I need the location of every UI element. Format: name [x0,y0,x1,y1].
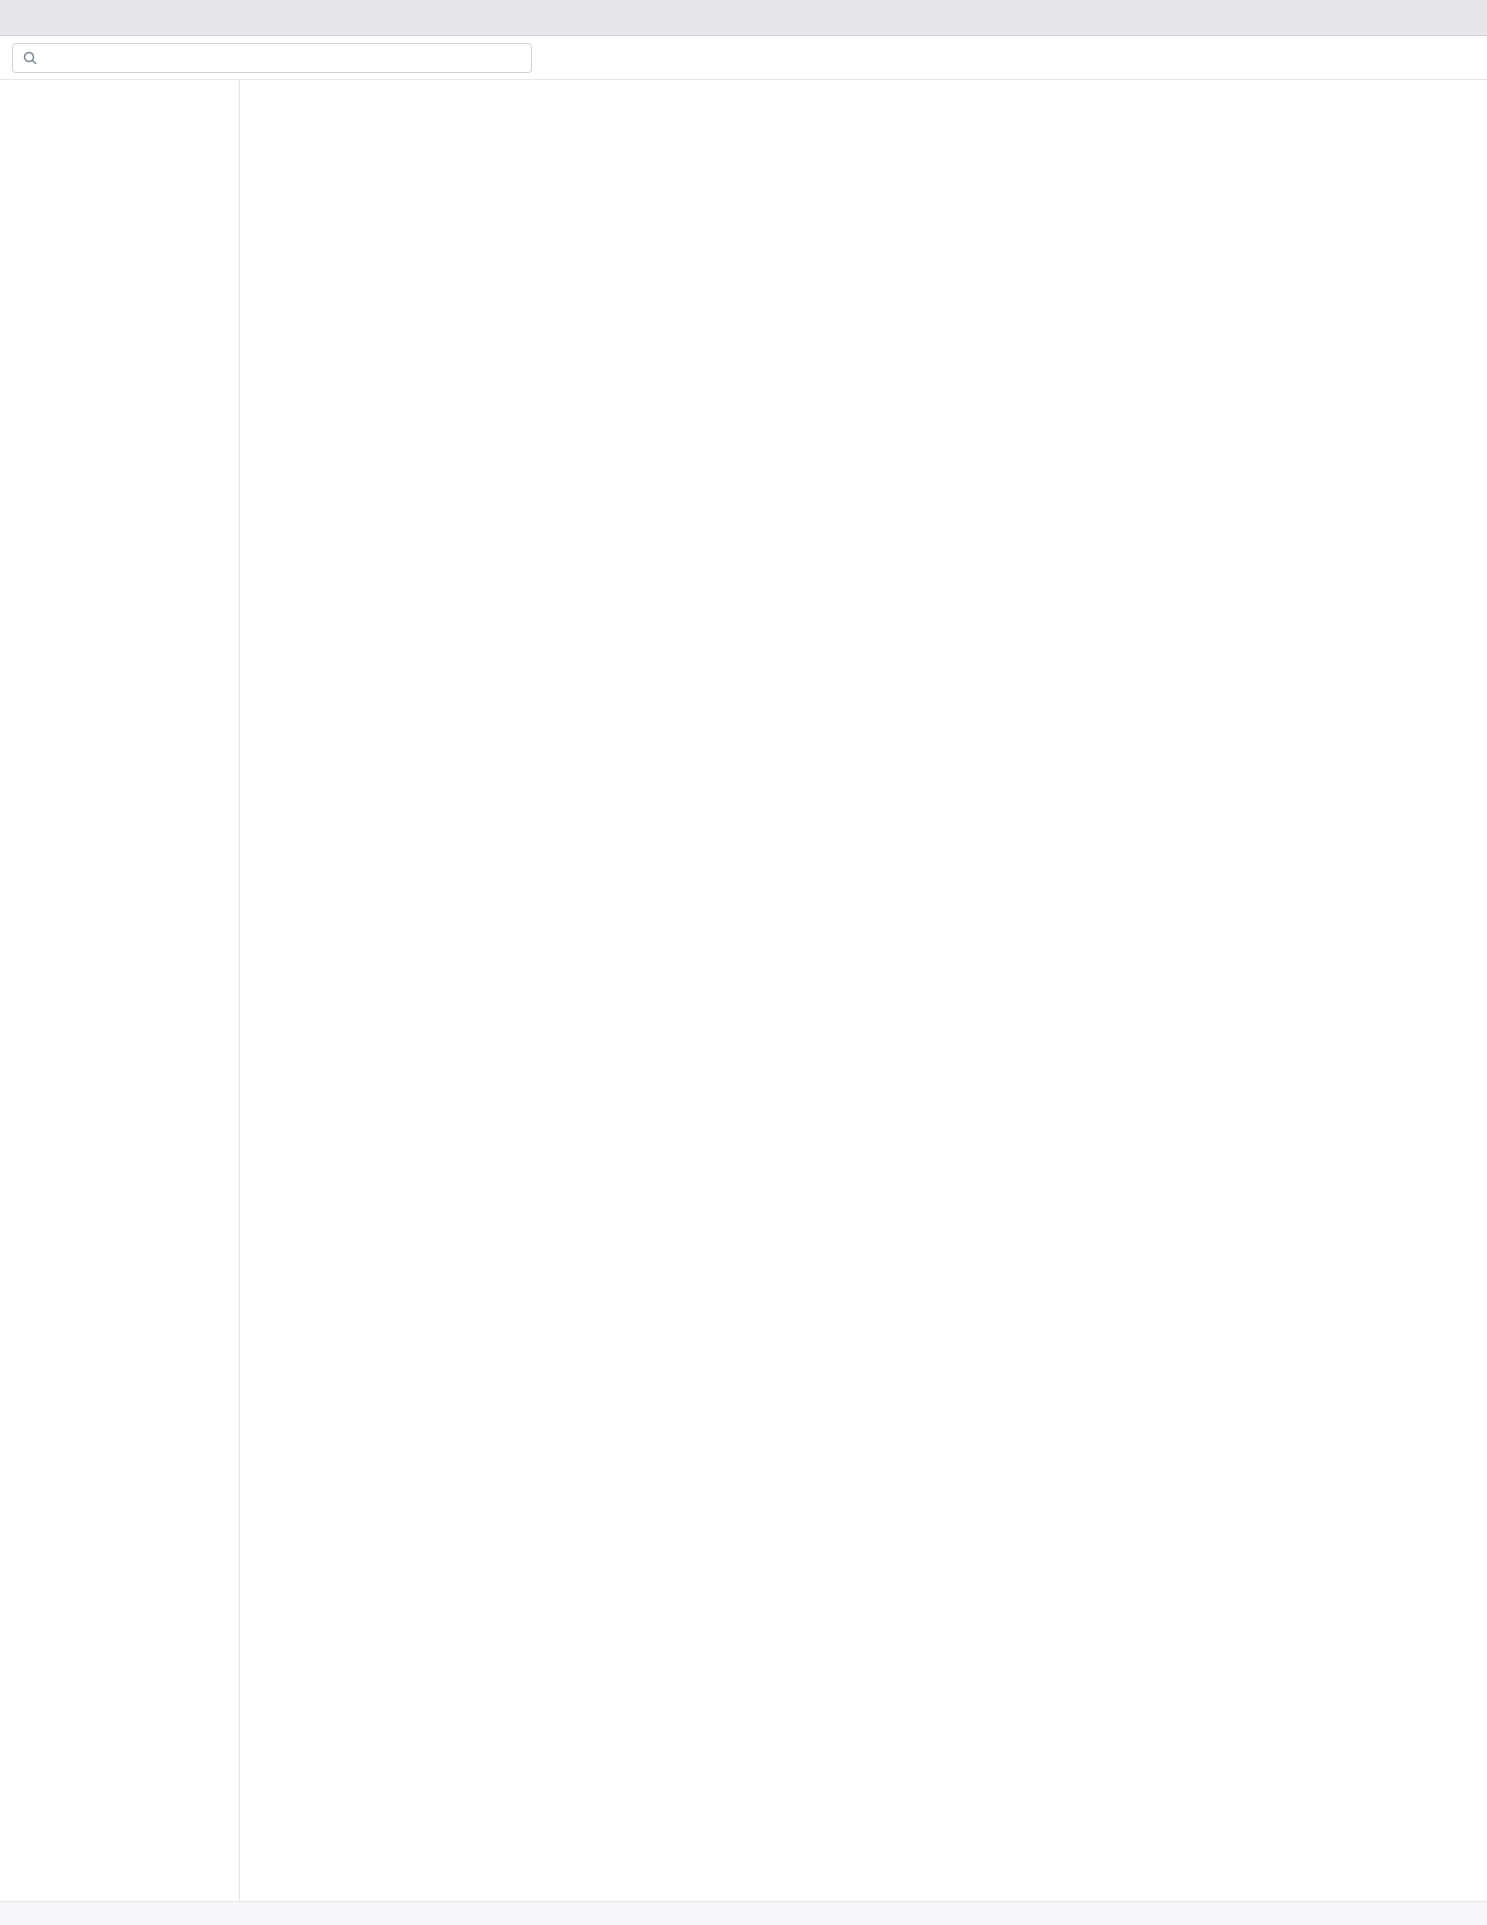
search-icon [23,51,37,65]
page-title [264,104,1463,128]
toolbar [0,36,1487,80]
title-bar [0,0,1487,36]
search-box [12,42,532,73]
sidebar [0,80,240,1901]
main-panel [240,80,1487,1901]
status-bar [0,1901,1487,1925]
minimize-icon[interactable] [1371,7,1399,29]
content-area [0,80,1487,1901]
main-note [264,140,1463,156]
maximize-icon[interactable] [1409,7,1437,29]
close-icon[interactable] [1447,7,1475,29]
search-input[interactable] [43,49,521,66]
